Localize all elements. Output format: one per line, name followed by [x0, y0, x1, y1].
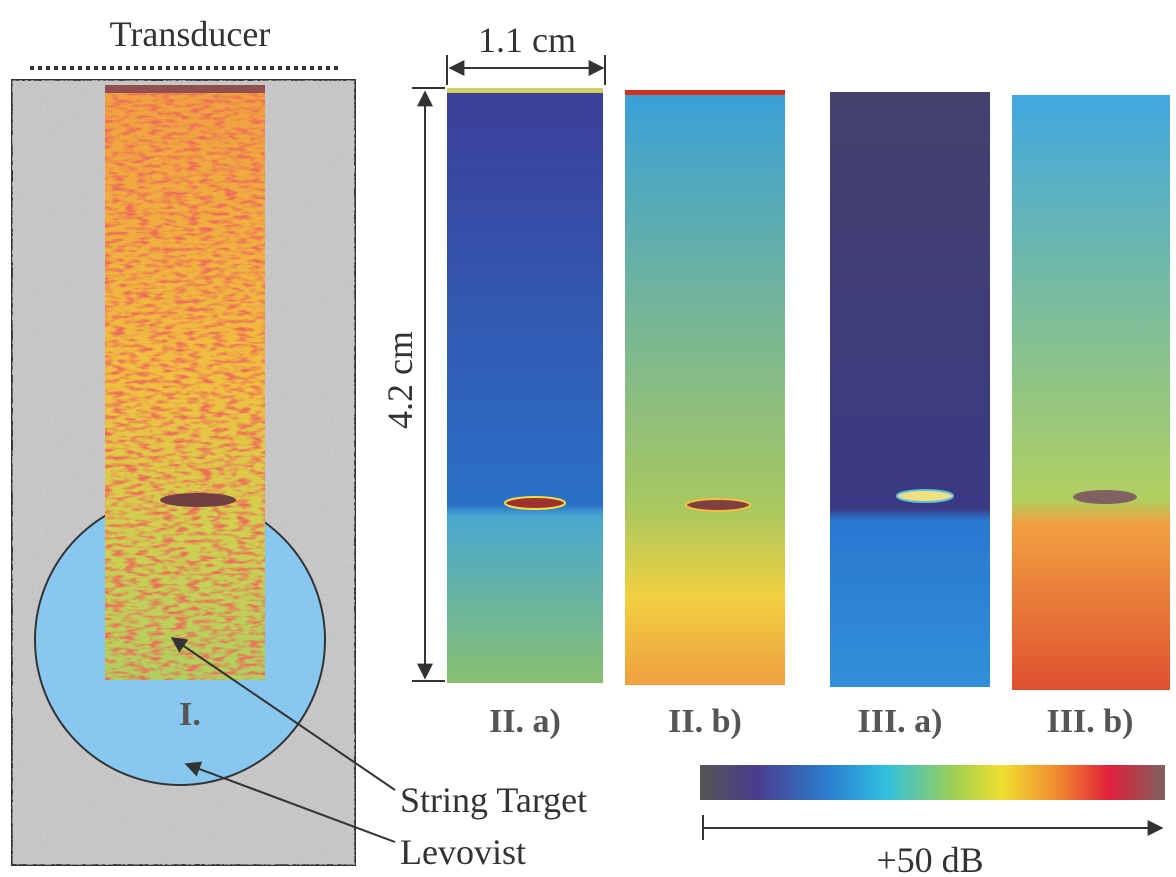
annotation: Levovist — [400, 832, 526, 872]
colorbar — [700, 765, 1165, 800]
depth-label: 4.2 cm — [380, 331, 420, 429]
string-target — [160, 493, 236, 507]
target — [896, 489, 954, 503]
scan-speckle — [105, 85, 265, 680]
annotation: String Target — [400, 780, 587, 820]
colorbar-label: +50 dB — [876, 840, 983, 877]
region-label: I. — [179, 696, 201, 733]
transducer-face — [105, 85, 265, 93]
transducer-label: Transducer — [110, 14, 271, 54]
panel-label: II. a) — [489, 703, 561, 740]
panel-label: III. a) — [857, 703, 942, 740]
target — [504, 496, 566, 510]
panel-edge — [447, 88, 603, 93]
target — [1073, 490, 1137, 504]
panel-image — [447, 88, 603, 683]
target — [685, 498, 751, 512]
annotation-arrow — [170, 637, 396, 791]
panel-label: III. b) — [1047, 703, 1134, 740]
panel-image — [625, 90, 785, 685]
panel-image — [830, 92, 990, 687]
panel-image — [1012, 95, 1170, 690]
panel-label: II. b) — [668, 703, 742, 740]
panel-edge — [625, 90, 785, 95]
annotation-arrow — [184, 761, 396, 843]
width-label: 1.1 cm — [478, 20, 576, 60]
